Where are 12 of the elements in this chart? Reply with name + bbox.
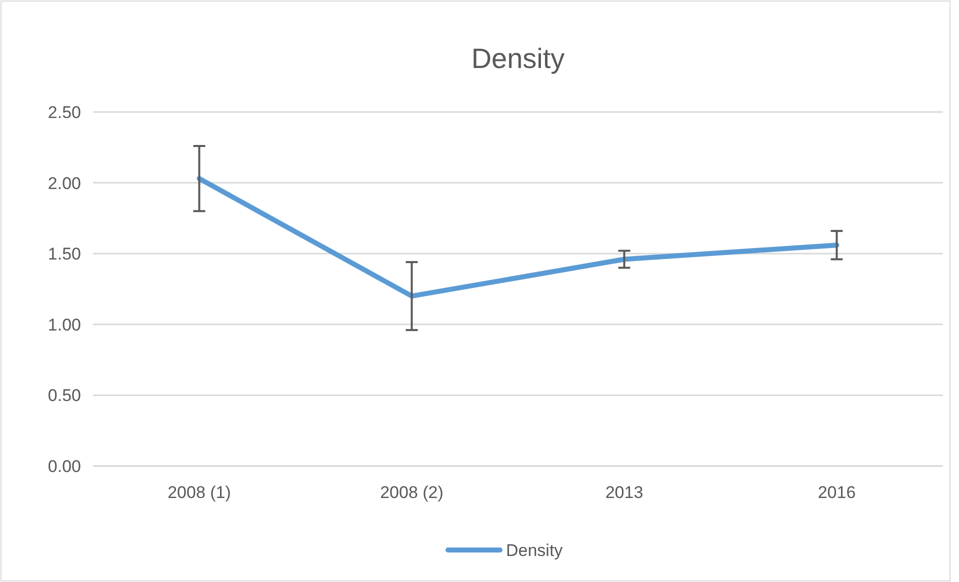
x-tick-label: 2013 <box>605 483 644 502</box>
chart-title: Density <box>471 43 565 74</box>
y-tick-label: 0.50 <box>48 386 81 406</box>
legend-label: Density <box>506 540 564 560</box>
y-tick-label: 1.50 <box>48 244 81 264</box>
y-tick-label: 0.00 <box>48 456 81 476</box>
x-tick-label: 2008 (2) <box>380 483 444 502</box>
y-tick-label: 2.50 <box>48 102 81 122</box>
x-tick-label: 2008 (1) <box>168 483 231 502</box>
y-tick-label: 2.00 <box>48 174 81 193</box>
y-tick-label: 1.00 <box>48 315 81 334</box>
x-tick-label: 2016 <box>818 483 856 502</box>
